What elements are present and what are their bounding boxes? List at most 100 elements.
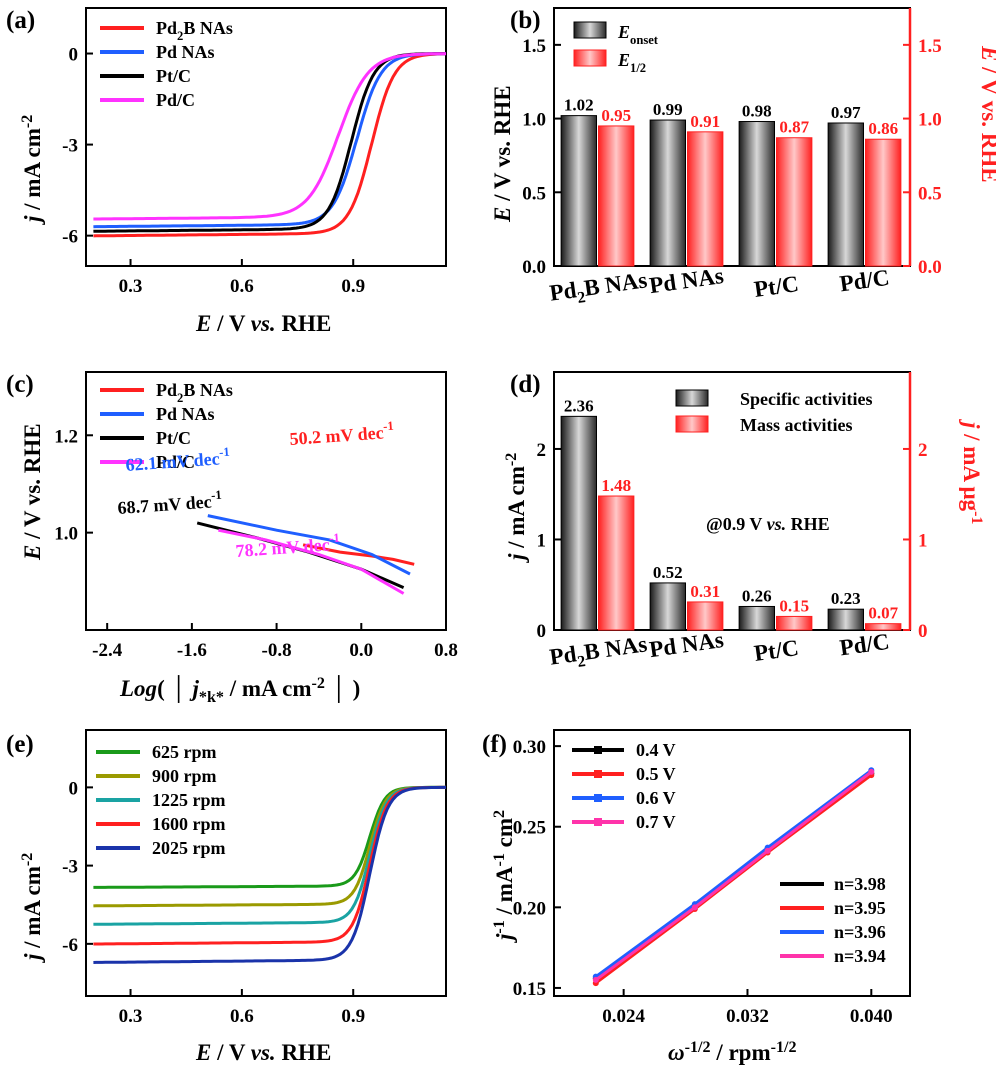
series-line: [93, 785, 446, 926]
annotation: @0.9 V vs. RHE: [706, 514, 830, 534]
legend-label: Pt/C: [156, 66, 191, 86]
x-tick-label: 0.8: [434, 640, 458, 661]
y-tick-label-right: 0: [918, 621, 928, 642]
y-tick-label: 0.15: [513, 979, 546, 1000]
legend-label: Pt/C: [156, 428, 191, 448]
legend-label: 1600 rpm: [152, 814, 226, 834]
legend-label: Pd NAs: [156, 404, 215, 424]
bar-value-label: 0.52: [653, 563, 683, 582]
legend-marker: [594, 746, 602, 754]
bar-value-label: 0.31: [690, 582, 720, 601]
bar-value-label: 0.07: [868, 604, 898, 623]
legend-swatch: [573, 21, 607, 39]
n-value-label: n=3.96: [834, 922, 886, 942]
legend-label: 2025 rpm: [152, 838, 226, 858]
category-label: Pt/C: [752, 635, 800, 666]
legend-label: Pd/C: [156, 452, 195, 472]
panel-e: 0.3 0.6 0.9 -6 -3 0 625 rpm 900 rpm 1225 rpm 1600…: [6, 729, 447, 1065]
y-tick-label: -3: [62, 136, 78, 157]
category-label: Pd2B NAs: [548, 631, 649, 674]
legend-label: 625 rpm: [152, 742, 217, 762]
legend-swatch: [573, 49, 607, 67]
tafel-slope-label: 68.7 mV dec-1: [117, 488, 223, 518]
panel-b: 0.0 0.0 0.5 0.5 1.0 1.0 1.5 1.5 1.02 0.95 Pd2B NAs…: [490, 7, 996, 307]
legend-label: 0.7 V: [636, 812, 676, 832]
x-tick-label: 0.6: [230, 276, 254, 297]
legend-marker: [594, 818, 602, 826]
legend-marker: [594, 770, 602, 778]
category-label: Pd/C: [838, 265, 891, 297]
panel-label: (c): [6, 371, 34, 398]
x-tick-label: 0.6: [230, 1006, 254, 1027]
y-tick-label: 2: [537, 440, 547, 461]
bar-value-label: 0.87: [779, 118, 809, 137]
y-axis-label: j-1 / mA-1 cm2: [491, 810, 517, 944]
series-line: [93, 52, 446, 238]
y-tick-label: -6: [62, 227, 78, 248]
y-tick-label: 0.5: [522, 183, 546, 204]
x-tick-label: -0.8: [262, 640, 292, 661]
bar: [865, 138, 902, 267]
legend-label: Pd NAs: [156, 42, 215, 62]
panel-d: 0 0 1 1 2 2 2.36 1.48 Pd2B NAs 0.52 0.31 Pd NAs 0.26…: [503, 371, 985, 674]
bar: [687, 131, 724, 267]
bar: [827, 608, 864, 631]
x-tick-label: 0.9: [341, 276, 365, 297]
legend-label: Eonset: [617, 22, 659, 47]
y-axis-label-right: E / V vs. RHE: [977, 45, 996, 183]
legend-label: 1225 rpm: [152, 790, 226, 810]
y-axis-label: E / V vs. RHE: [20, 423, 45, 561]
tafel-slope-label: 62.1 mV dec-1: [125, 445, 231, 475]
bar: [598, 125, 635, 267]
series-line: [93, 785, 446, 908]
y-tick-label: 0.30: [513, 737, 546, 758]
x-tick-label: 0.3: [119, 276, 143, 297]
y-tick-label: 0: [69, 778, 79, 799]
y-tick-label: 0: [69, 45, 79, 66]
y-tick-label-right: 2: [918, 440, 928, 461]
y-axis-label: j / mA cm-2: [19, 115, 45, 226]
series-line: [93, 785, 446, 889]
bar-value-label: 0.91: [690, 112, 720, 131]
data-point: [592, 976, 599, 983]
y-tick-label: 1: [537, 530, 547, 551]
y-tick-label-right: 1.0: [918, 110, 942, 131]
legend-label: Mass activities: [740, 415, 852, 435]
bar-value-label: 0.23: [831, 589, 861, 608]
plot-frame: [85, 729, 447, 997]
y-tick-label: 0.25: [513, 818, 546, 839]
x-tick-label: 0.0: [349, 640, 373, 661]
legend-swatch: [675, 389, 709, 407]
bar: [776, 137, 813, 267]
y-tick-label: 0.0: [522, 257, 546, 278]
legend-label: 0.4 V: [636, 740, 676, 760]
series-line: [93, 52, 447, 229]
bar-value-label: 0.86: [868, 119, 898, 138]
data-point: [868, 768, 875, 775]
y-tick-label-right: 1: [918, 530, 928, 551]
x-tick-label: 0.032: [726, 1006, 769, 1027]
bar: [560, 115, 597, 267]
category-label: Pd NAs: [648, 263, 726, 298]
x-tick-label: 0.3: [119, 1006, 143, 1027]
x-tick-label: 0.040: [850, 1006, 893, 1027]
y-tick-label-right: 1.5: [918, 36, 942, 57]
plot-frame: [553, 729, 911, 997]
x-axis-label: E / V vs. RHE: [195, 311, 331, 336]
series-line: [594, 770, 873, 982]
bar: [738, 121, 775, 267]
y-tick-label: 1.2: [54, 426, 78, 447]
bar-value-label: 0.99: [653, 100, 683, 119]
panel-label: (f): [482, 731, 507, 758]
bar-value-label: 0.95: [601, 106, 631, 125]
bar: [865, 623, 902, 631]
series-line: [93, 52, 447, 221]
bar-value-label: 1.02: [564, 96, 594, 115]
y-axis-label: j / mA cm-2: [19, 853, 45, 964]
bar: [598, 495, 635, 631]
series-line: [93, 52, 446, 233]
x-tick-label: 0.024: [602, 1006, 645, 1027]
series-line: [93, 785, 446, 964]
bar: [738, 605, 775, 631]
y-axis-label: j / mA cm-2: [503, 453, 529, 564]
